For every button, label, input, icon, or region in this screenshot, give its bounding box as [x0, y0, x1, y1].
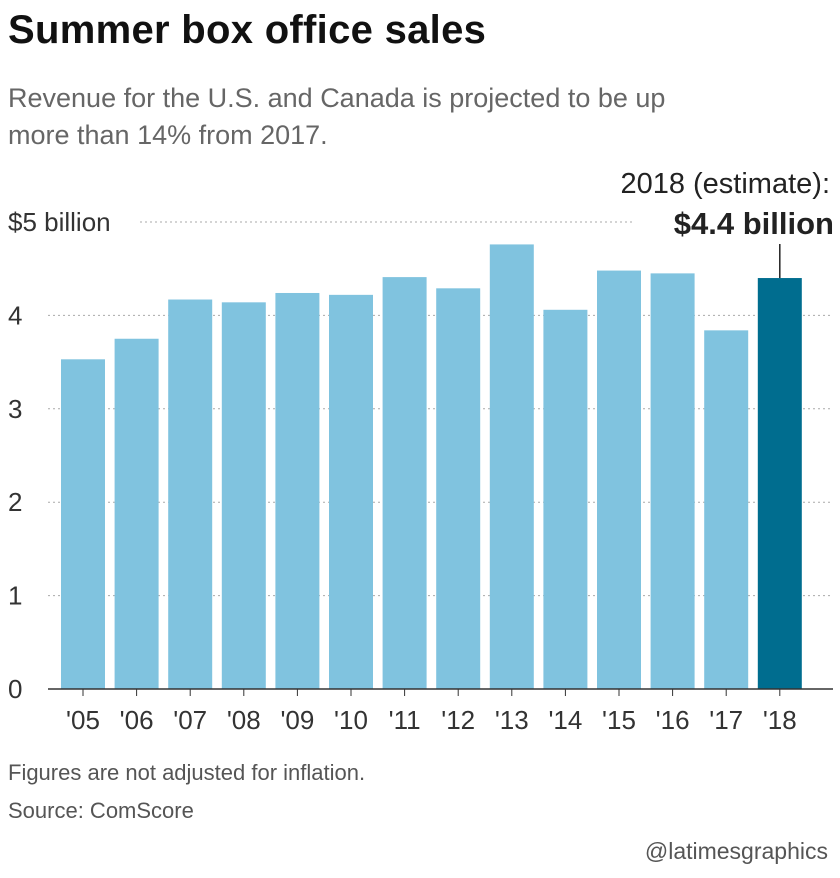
x-tick-label: '10	[334, 705, 368, 735]
y-tick-label: 4	[8, 300, 22, 330]
source-note: Source: ComScore	[8, 798, 194, 823]
bar	[168, 299, 213, 689]
footnote: Figures are not adjusted for inflation.	[8, 760, 366, 785]
y-tick-label: $5 billion	[8, 207, 111, 237]
x-tick-label: '12	[441, 705, 475, 735]
y-tick-label: 3	[8, 394, 22, 424]
annotation: 2018 (estimate): $4.4 billion	[620, 168, 834, 279]
x-tick-label: '16	[656, 705, 690, 735]
x-tick-label: '09	[280, 705, 314, 735]
x-tick-label: '14	[548, 705, 582, 735]
x-tick-label: '06	[120, 705, 154, 735]
x-tick-label: '07	[173, 705, 207, 735]
bar	[543, 309, 588, 689]
x-tick-label: '13	[495, 705, 529, 735]
bars	[61, 244, 802, 689]
annotation-line-1: 2018 (estimate):	[620, 168, 830, 200]
bar	[597, 270, 641, 689]
x-tick-label: '17	[709, 705, 743, 735]
y-tick-label: 0	[8, 674, 22, 704]
bar	[436, 288, 481, 689]
y-tick-label: 1	[8, 581, 22, 611]
bar	[114, 338, 159, 689]
bar	[329, 294, 373, 689]
bar	[489, 244, 534, 689]
tick-labels: 0 1 2 3 4 $5 billion '05 '06 '07 '08 '09 '10 '11 '12 '…	[8, 207, 797, 735]
bar	[382, 277, 427, 689]
credit-line: @latimesgraphics	[644, 838, 828, 864]
annotation-line-2: $4.4 billion	[674, 206, 834, 241]
bar	[704, 330, 749, 689]
bar	[275, 292, 320, 689]
x-tick-label: '18	[763, 705, 797, 735]
x-tick-label: '11	[389, 705, 421, 735]
annotation-backdrop	[632, 200, 832, 242]
x-tick-label: '08	[227, 705, 261, 735]
bar	[61, 359, 105, 689]
x-tick-label: '05	[66, 705, 100, 735]
x-tick-label: '15	[602, 705, 636, 735]
bar	[650, 273, 695, 689]
y-tick-label: 2	[8, 487, 22, 517]
chart-title: Summer box office sales	[8, 8, 487, 52]
bar	[221, 302, 266, 689]
chart-subtitle: Revenue for the U.S. and Canada is proje…	[8, 83, 666, 150]
bar	[757, 278, 802, 689]
bar-chart: 0 1 2 3 4 $5 billion '05 '06 '07 '08 '09 '10 '11 '12 '…	[8, 168, 834, 735]
axes	[48, 688, 833, 696]
